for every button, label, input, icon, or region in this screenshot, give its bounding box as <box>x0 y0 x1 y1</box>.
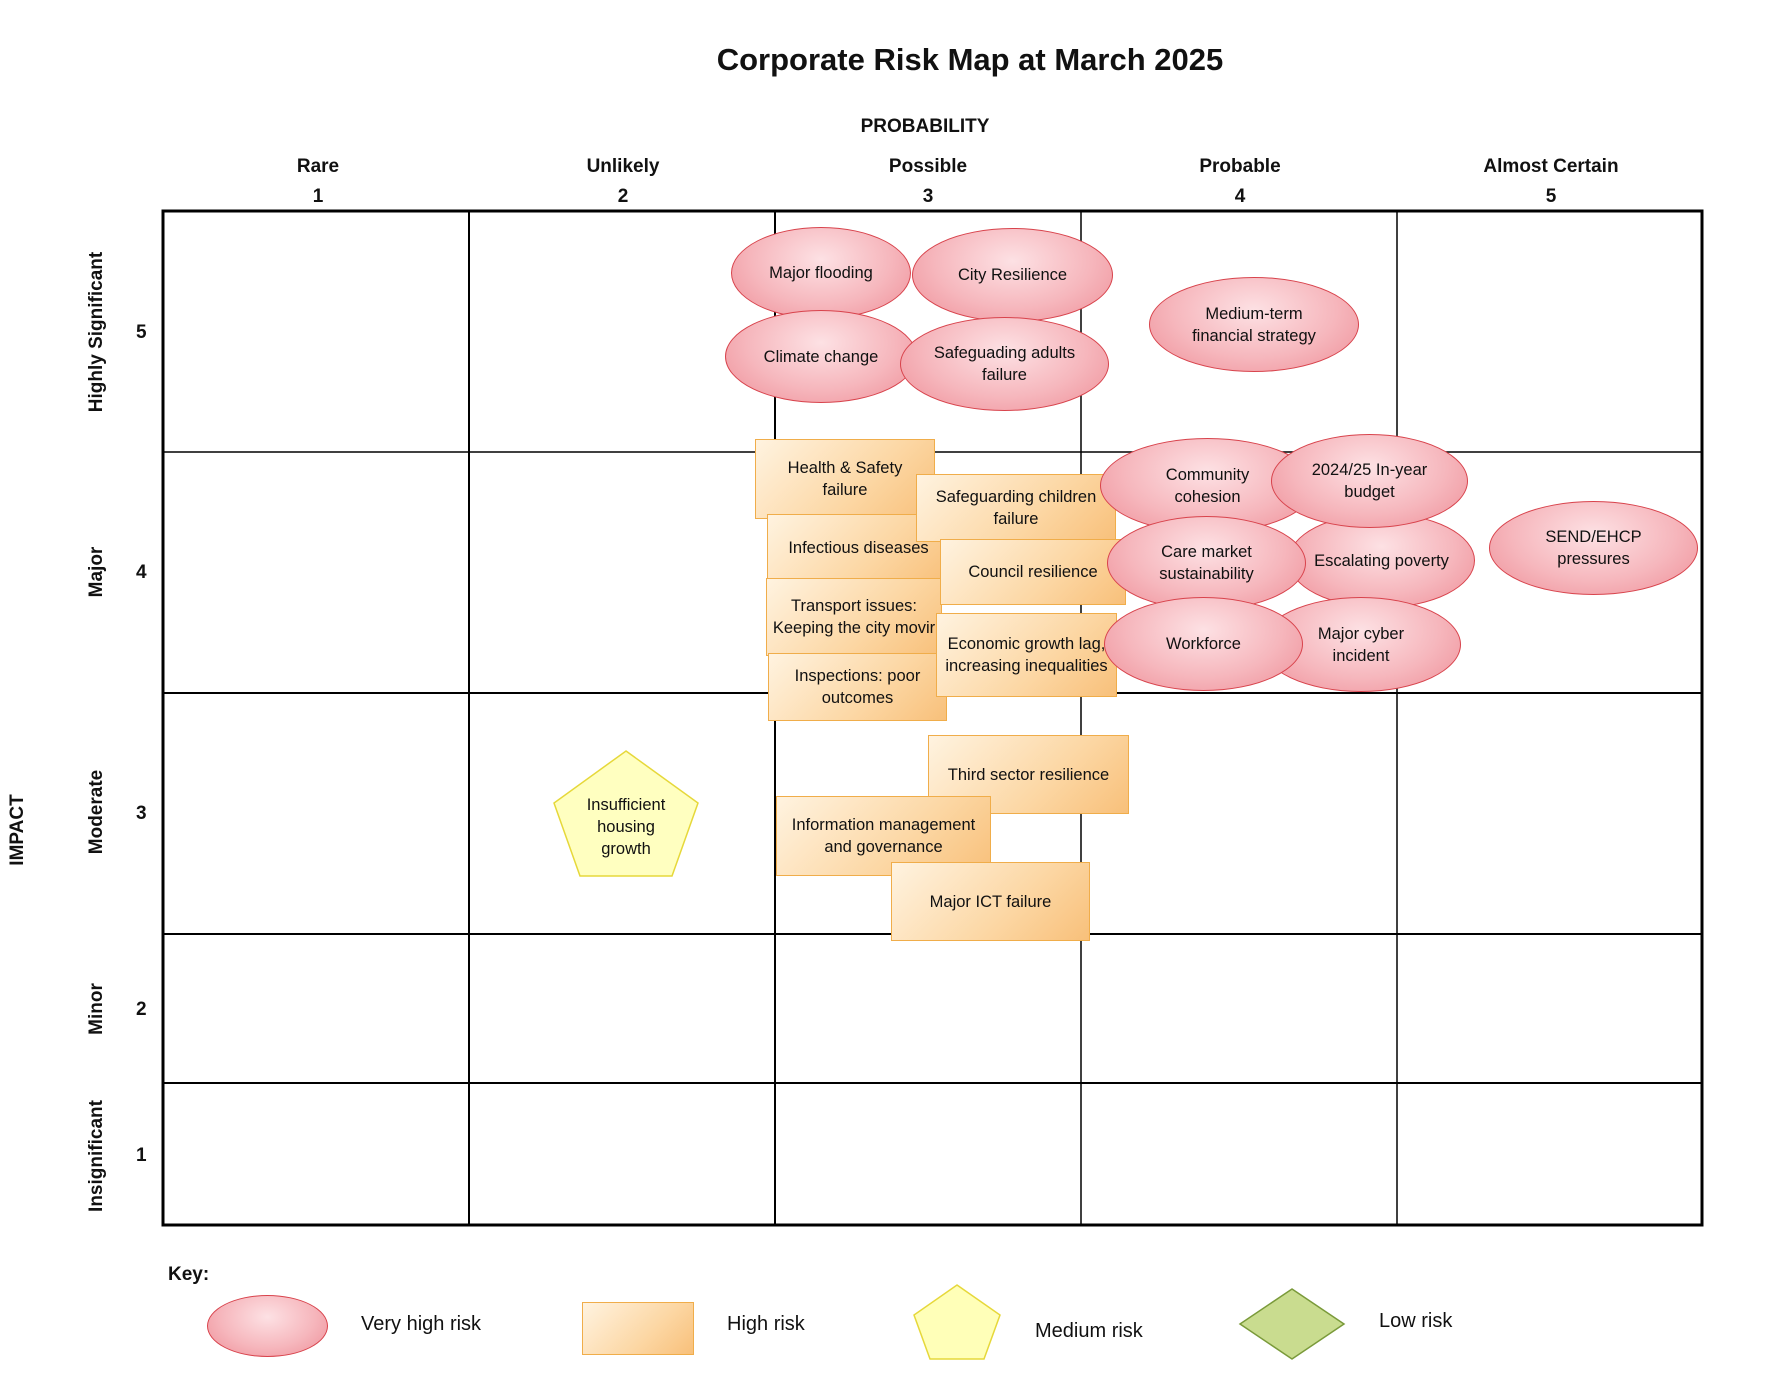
row-number-4: 4 <box>136 562 147 583</box>
risk-infectious-diseases[interactable]: Infectious diseases <box>767 514 950 581</box>
row-number-1: 1 <box>136 1145 147 1166</box>
risk-workforce[interactable]: Workforce <box>1104 597 1303 691</box>
row-number-2: 2 <box>136 999 147 1020</box>
pentagon-shape <box>553 750 699 877</box>
key-medium-risk-label: Medium risk <box>1035 1320 1143 1342</box>
column-number: 5 <box>1545 186 1557 207</box>
risk-label-line: Insufficient <box>587 796 666 814</box>
row-number-5: 5 <box>136 322 147 343</box>
column-name: Unlikely <box>586 156 660 177</box>
risk-council-resilience[interactable]: Council resilience <box>940 539 1126 605</box>
risk-transport-issues[interactable]: Transport issues: Keeping the city movir <box>766 578 942 656</box>
column-number: 1 <box>312 186 324 207</box>
risk-in-year-budget[interactable]: 2024/25 In-year budget <box>1271 434 1468 528</box>
column-header-probable: Probable 4 <box>1090 152 1390 212</box>
risk-community-cohesion[interactable]: Community cohesion <box>1100 438 1315 533</box>
key-low-risk-swatch <box>1238 1288 1346 1360</box>
column-header-unlikely: Unlikely 2 <box>473 152 773 212</box>
grid-border <box>161 209 1704 1227</box>
risk-safeguarding-adults-failure[interactable]: Safeguading adults failure <box>900 317 1109 411</box>
key-high-risk-swatch <box>582 1302 694 1355</box>
column-header-almost-certain: Almost Certain 5 <box>1401 152 1701 212</box>
diamond-shape <box>1238 1288 1346 1360</box>
column-header-rare: Rare 1 <box>168 152 468 212</box>
risk-label-line: growth <box>601 840 651 858</box>
probability-axis-label: PROBABILITY <box>860 116 990 137</box>
risk-care-market-sustainability[interactable]: Care market sustainability <box>1107 516 1306 610</box>
key-medium-risk-swatch <box>913 1284 1001 1360</box>
risk-insufficient-housing-growth[interactable]: Insufficient housing growth <box>550 748 702 880</box>
risk-economic-growth-lag[interactable]: Economic growth lag, increasing inequali… <box>936 613 1117 697</box>
risk-major-flooding[interactable]: Major flooding <box>731 227 911 319</box>
column-header-possible: Possible 3 <box>778 152 1078 212</box>
key-very-high-risk-swatch <box>207 1295 328 1357</box>
page-title: Corporate Risk Map at March 2025 <box>716 42 1224 77</box>
risk-major-ict-failure[interactable]: Major ICT failure <box>891 862 1090 941</box>
column-number: 2 <box>617 186 629 207</box>
column-name: Possible <box>888 156 968 177</box>
risk-city-resilience[interactable]: City Resilience <box>912 228 1113 322</box>
column-name: Almost Certain <box>1483 156 1619 177</box>
risk-medium-term-financial-strategy[interactable]: Medium-term financial strategy <box>1149 277 1359 372</box>
column-name: Rare <box>296 156 340 177</box>
row-number-3: 3 <box>136 803 147 824</box>
risk-health-and-safety-failure[interactable]: Health & Safety failure <box>755 439 935 519</box>
pentagon-shape <box>913 1284 1001 1360</box>
risk-label-line: housing <box>597 818 655 836</box>
column-name: Probable <box>1199 156 1281 177</box>
key-title: Key: <box>168 1264 210 1285</box>
column-number: 3 <box>922 186 934 207</box>
key-low-risk-label: Low risk <box>1379 1310 1453 1332</box>
key-high-risk-label: High risk <box>727 1313 805 1335</box>
risk-send-ehcp-pressures[interactable]: SEND/EHCP pressures <box>1489 501 1698 595</box>
risk-inspections-poor-outcomes[interactable]: Inspections: poor outcomes <box>768 653 947 721</box>
risk-safeguarding-children-failure[interactable]: Safeguarding children failure <box>916 474 1116 542</box>
column-number: 4 <box>1234 186 1246 207</box>
risk-climate-change[interactable]: Climate change <box>725 310 917 403</box>
key-very-high-risk-label: Very high risk <box>361 1313 482 1335</box>
